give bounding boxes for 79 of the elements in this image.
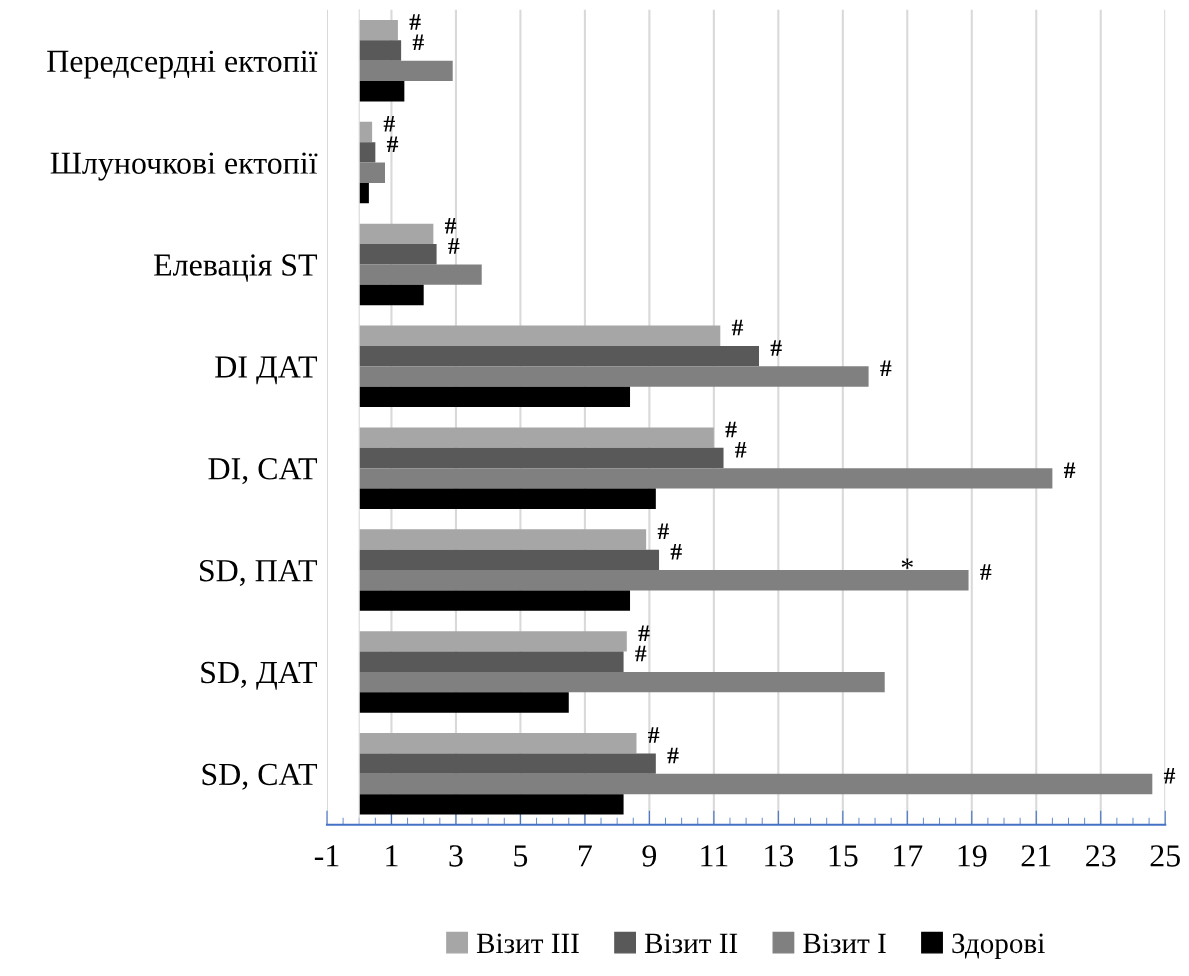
- bar: [359, 19, 398, 41]
- data-label: #: [409, 14, 421, 30]
- bar: [359, 549, 660, 571]
- data-label: #: [731, 319, 744, 336]
- x-tick-label: 7: [579, 845, 592, 867]
- data-label: #: [667, 747, 679, 764]
- bar: [359, 284, 424, 306]
- bar: [359, 427, 714, 448]
- x-tick-label: -1: [314, 845, 339, 867]
- data-label: #: [386, 136, 399, 152]
- bar: [359, 182, 369, 204]
- bar: [359, 345, 759, 367]
- data-label: #: [648, 727, 660, 743]
- data-label: #: [657, 523, 669, 540]
- bar: [359, 325, 721, 346]
- data-label: #: [383, 116, 395, 132]
- y-tick-label: SD, CAT: [202, 763, 318, 790]
- bar: [359, 794, 624, 815]
- bar: [359, 529, 647, 550]
- x-tick-label: 25: [1150, 845, 1180, 867]
- bar: [359, 671, 885, 693]
- bar: [359, 366, 869, 387]
- bar: [359, 468, 1053, 489]
- bar: [359, 264, 482, 285]
- bar: [359, 121, 373, 143]
- bar: [359, 651, 624, 672]
- bar: [359, 40, 402, 61]
- bar: [359, 142, 376, 163]
- bar: [359, 631, 627, 652]
- bar: [359, 733, 637, 754]
- data-label: #: [980, 564, 992, 580]
- y-tick-label: SD, ПАТ: [200, 559, 318, 587]
- bar: [359, 447, 724, 469]
- bar: [359, 753, 656, 774]
- y-tick-label: DI, CAT: [208, 458, 318, 485]
- data-label: #: [770, 340, 782, 356]
- bar: [359, 60, 453, 82]
- x-tick-label: 3: [449, 845, 463, 867]
- x-tick-label: 1: [386, 845, 398, 867]
- bar: [359, 223, 434, 245]
- bar: [359, 570, 969, 591]
- bar: [359, 692, 569, 713]
- data-label: #: [444, 217, 457, 234]
- data-label: #: [1163, 768, 1176, 784]
- data-label: #: [412, 34, 424, 51]
- bar: [359, 590, 631, 611]
- x-tick-label: 17: [894, 845, 923, 867]
- x-tick-label: 21: [1021, 845, 1051, 867]
- legend-label: Візит III: [476, 933, 579, 954]
- data-label: #: [448, 238, 460, 254]
- data-label: #: [725, 421, 737, 438]
- y-tick-label: Передсердні ектопії: [47, 50, 318, 79]
- legend-label: Здорові: [952, 933, 1045, 960]
- bar: [359, 386, 631, 408]
- legend-label: Візит I: [803, 933, 886, 954]
- x-tick-label: 15: [829, 845, 858, 867]
- data-label: #: [638, 625, 650, 641]
- bar: [359, 773, 1153, 795]
- bar: [359, 488, 656, 509]
- y-tick-label: DI ДАТ: [215, 356, 318, 385]
- data-label: #: [670, 543, 682, 560]
- x-tick-label: 13: [765, 845, 794, 867]
- bar: [359, 244, 437, 265]
- y-tick-label: Шлуночкові ектопії: [50, 152, 318, 181]
- y-tick-label: Елевація ST: [154, 254, 318, 282]
- data-label: #: [635, 645, 647, 662]
- data-label: #: [880, 360, 892, 377]
- x-tick-label: 11: [701, 845, 728, 867]
- bar: [359, 81, 405, 102]
- legend-label: Візит II: [644, 933, 738, 954]
- y-tick-label: SD, ДАТ: [201, 661, 318, 690]
- data-label: #: [1063, 462, 1076, 478]
- bar: [359, 162, 386, 183]
- data-label: #: [735, 442, 747, 458]
- annotation: *: [901, 558, 913, 569]
- x-tick-label: 23: [1086, 845, 1116, 867]
- x-tick-label: 9: [642, 845, 657, 867]
- x-tick-label: 19: [958, 845, 987, 867]
- x-tick-label: 5: [514, 845, 528, 867]
